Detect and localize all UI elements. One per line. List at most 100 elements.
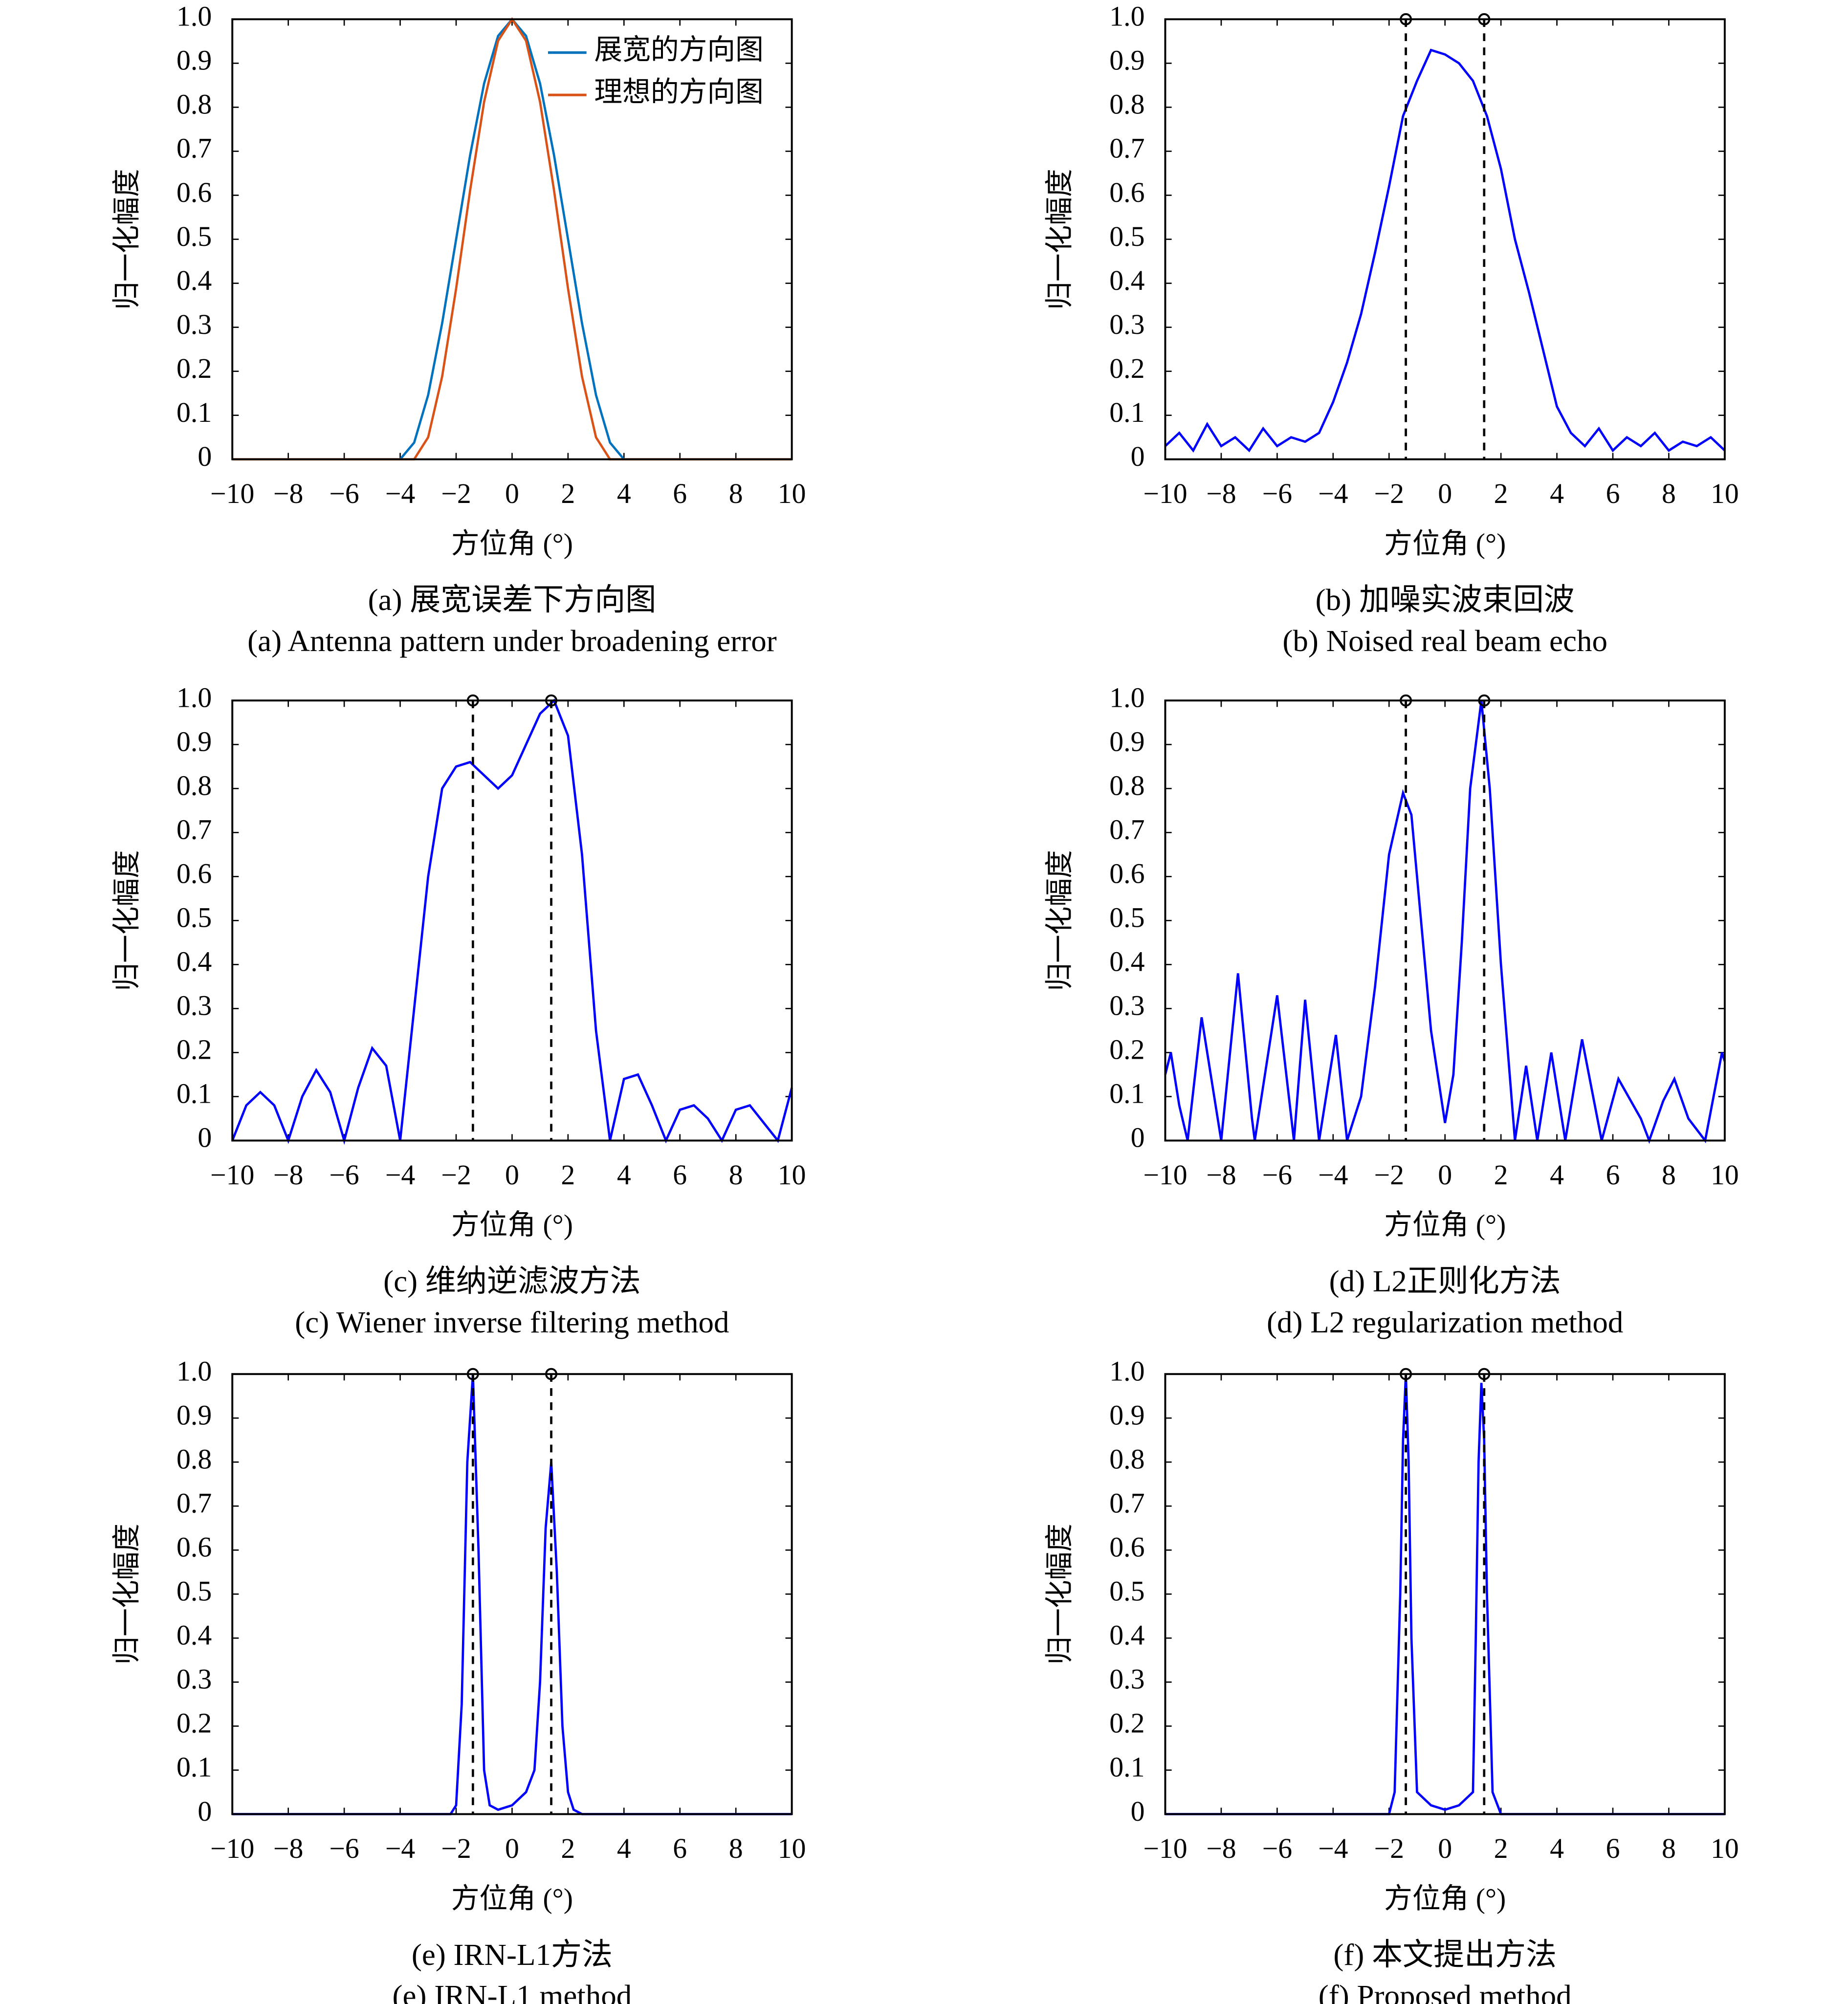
y-tick-label: 1.0 xyxy=(176,1,212,32)
y-tick-label: 0.5 xyxy=(176,1576,212,1607)
y-tick-label: 0.2 xyxy=(1109,1708,1144,1739)
y-tick-label: 0.5 xyxy=(176,903,212,934)
y-tick-label: 0.3 xyxy=(1109,991,1144,1022)
data-line xyxy=(1164,48,1726,453)
x-tick-label: 0 xyxy=(1438,1833,1452,1864)
x-tick-label: −10 xyxy=(210,1833,254,1864)
y-tick-label: 0.3 xyxy=(1109,309,1144,340)
x-axis-label: 方位角 (°) xyxy=(451,1883,573,1914)
x-tick-label: 2 xyxy=(1494,1833,1508,1864)
data-line xyxy=(1165,1374,1725,1815)
x-tick-label: −10 xyxy=(210,479,254,509)
axes-frame xyxy=(1164,18,1726,460)
y-tick-label: 0.2 xyxy=(176,1708,212,1739)
x-tick-label: 0 xyxy=(505,1833,519,1864)
data-line xyxy=(1164,700,1726,1144)
y-tick-label: 1.0 xyxy=(1109,1356,1144,1387)
x-tick-label: −6 xyxy=(329,479,359,509)
y-tick-label: 0.8 xyxy=(176,770,212,801)
x-tick-label: −8 xyxy=(273,1833,303,1864)
x-tick-label: 8 xyxy=(1662,1160,1676,1191)
y-tick-label: 0.1 xyxy=(176,1079,212,1110)
y-tick-label: 0.6 xyxy=(1109,177,1144,208)
x-tick-label: 6 xyxy=(1606,1833,1620,1864)
y-tick-label: 0.6 xyxy=(1109,859,1144,890)
caption-zh: (d) L2正则化方法 xyxy=(1329,1264,1561,1298)
x-tick-label: 10 xyxy=(778,1833,806,1864)
y-tick-label: 0.5 xyxy=(1109,903,1144,934)
axes-frame xyxy=(231,18,793,460)
x-tick-label: −2 xyxy=(1374,479,1404,509)
y-tick-label: 0 xyxy=(198,441,212,472)
y-tick-label: 0.6 xyxy=(176,859,212,890)
x-tick-label: 6 xyxy=(673,1160,687,1191)
x-tick-label: 0 xyxy=(505,479,519,509)
y-tick-label: 0 xyxy=(198,1123,212,1154)
y-tick-label: 0.5 xyxy=(1109,1576,1144,1607)
caption-zh: (f) 本文提出方法 xyxy=(1333,1938,1557,1972)
y-tick-label: 0.1 xyxy=(176,397,212,428)
y-tick-label: 0.1 xyxy=(1109,397,1144,428)
y-tick-label: 0 xyxy=(1131,441,1145,472)
y-axis-label: 归一化幅度 xyxy=(1045,1524,1076,1665)
y-tick-label: 0.2 xyxy=(1109,1035,1144,1066)
y-tick-label: 0.2 xyxy=(176,1035,212,1066)
y-tick-label: 0.5 xyxy=(176,221,212,252)
x-tick-label: 0 xyxy=(1438,479,1452,509)
y-tick-label: 0.7 xyxy=(1109,1488,1144,1519)
y-tick-label: 0.4 xyxy=(1109,265,1144,296)
y-tick-label: 0.9 xyxy=(1109,726,1144,757)
x-tick-label: −2 xyxy=(1374,1833,1404,1864)
data-line xyxy=(232,1374,792,1815)
caption-zh: (e) IRN-L1方法 xyxy=(412,1938,613,1972)
caption-zh: (a) 展宽误差下方向图 xyxy=(368,583,657,617)
y-tick-label: 1.0 xyxy=(1109,1,1144,32)
x-tick-label: 4 xyxy=(1550,479,1564,509)
caption-en: (f) Proposed method xyxy=(1319,1979,1572,2004)
caption-en: (d) L2 regularization method xyxy=(1267,1305,1623,1339)
y-axis-label: 归一化幅度 xyxy=(111,1524,142,1665)
y-axis-label: 归一化幅度 xyxy=(1045,169,1076,310)
x-tick-label: −6 xyxy=(329,1160,359,1191)
x-tick-label: −4 xyxy=(385,1160,415,1191)
y-axis-label: 归一化幅度 xyxy=(111,850,142,991)
x-tick-label: −10 xyxy=(1143,1160,1187,1191)
y-tick-label: 0 xyxy=(1131,1123,1145,1154)
y-tick-label: 0.4 xyxy=(1109,947,1144,978)
x-tick-label: −8 xyxy=(1206,479,1236,509)
x-tick-label: 2 xyxy=(561,1833,575,1864)
x-tick-label: 4 xyxy=(617,1160,631,1191)
x-tick-label: −8 xyxy=(1206,1833,1236,1864)
y-tick-label: 0.1 xyxy=(176,1752,212,1783)
x-tick-label: −2 xyxy=(1374,1160,1404,1191)
x-tick-label: 10 xyxy=(778,1160,806,1191)
y-tick-label: 0.8 xyxy=(1109,770,1144,801)
x-tick-label: 2 xyxy=(561,1160,575,1191)
axes-frame xyxy=(231,1373,793,1815)
y-tick-label: 0.7 xyxy=(1109,133,1144,164)
y-tick-label: 0.6 xyxy=(176,1532,212,1563)
x-tick-label: −4 xyxy=(1318,1833,1348,1864)
x-tick-label: 6 xyxy=(1606,479,1620,509)
y-tick-label: 0.1 xyxy=(1109,1079,1144,1110)
x-tick-label: −6 xyxy=(1262,1160,1292,1191)
x-tick-label: 0 xyxy=(1438,1160,1452,1191)
x-tick-label: 6 xyxy=(673,479,687,509)
y-tick-label: 1.0 xyxy=(1109,682,1144,713)
x-tick-label: −4 xyxy=(385,1833,415,1864)
x-tick-label: 8 xyxy=(729,479,743,509)
x-tick-label: −6 xyxy=(329,1833,359,1864)
x-tick-label: 6 xyxy=(1606,1160,1620,1191)
y-axis-label: 归一化幅度 xyxy=(1045,850,1076,991)
x-tick-label: −2 xyxy=(441,1833,471,1864)
x-tick-label: 8 xyxy=(1662,479,1676,509)
x-tick-label: 8 xyxy=(729,1160,743,1191)
caption-en: (c) Wiener inverse filtering method xyxy=(295,1305,729,1339)
y-tick-label: 0.9 xyxy=(176,726,212,757)
y-tick-label: 0.7 xyxy=(176,815,212,846)
y-tick-label: 0.6 xyxy=(1109,1532,1144,1563)
x-tick-label: 2 xyxy=(1494,1160,1508,1191)
y-tick-label: 0.4 xyxy=(1109,1620,1144,1651)
x-tick-label: 2 xyxy=(1494,479,1508,509)
caption-en: (e) IRN-L1 method xyxy=(393,1979,632,2004)
